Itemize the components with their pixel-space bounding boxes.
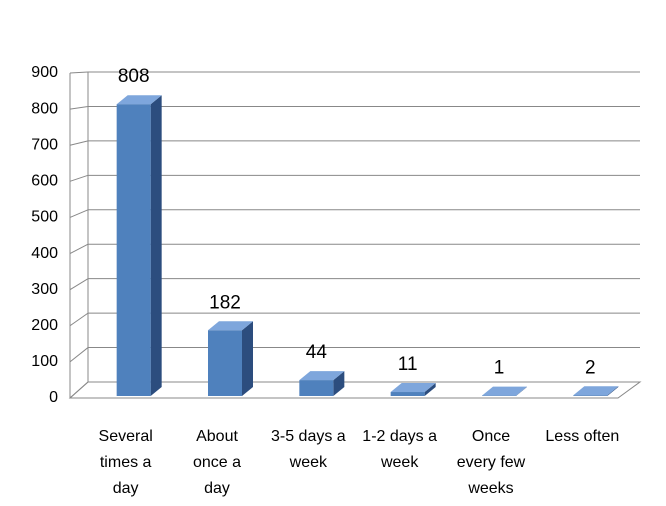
bar	[573, 395, 608, 396]
bar	[299, 380, 334, 396]
bar-top	[208, 321, 253, 331]
bar-side	[333, 371, 345, 396]
y-tick-label: 100	[31, 353, 58, 370]
y-tick-label: 400	[31, 245, 58, 262]
y-tick-label: 700	[31, 136, 58, 153]
y-tick-label: 800	[31, 100, 58, 117]
bar	[390, 392, 425, 396]
grid-line-side	[69, 243, 89, 254]
grid-line-side	[69, 381, 89, 399]
value-label: 44	[306, 342, 328, 363]
x-tick-label: 1-2 days a week	[362, 428, 438, 471]
bar	[116, 104, 151, 396]
y-tick-label: 0	[49, 389, 58, 406]
x-tick-label: About once a day	[192, 428, 242, 497]
grid-line-side	[69, 174, 89, 182]
grid-line-side	[69, 312, 89, 327]
y-tick-label: 500	[31, 209, 58, 226]
bar-side	[242, 321, 253, 396]
value-label: 808	[118, 66, 150, 87]
grid-line-side	[69, 140, 89, 146]
x-tick-label: Less often	[545, 428, 620, 445]
grid-line-side	[69, 105, 89, 110]
bar-side	[150, 95, 162, 396]
grid-line-side	[69, 347, 89, 363]
y-tick-label: 300	[31, 281, 58, 298]
bar-side	[424, 383, 436, 396]
y-tick-label: 200	[31, 317, 58, 334]
grid-line-side	[69, 71, 89, 74]
bar-side	[516, 386, 527, 396]
x-tick-label: Once every few weeks	[456, 428, 526, 497]
bar	[208, 330, 242, 396]
x-tick-label: Several times a day	[98, 428, 153, 497]
y-tick-label: 600	[31, 173, 58, 190]
value-label: 182	[209, 292, 241, 313]
bar-top	[116, 95, 162, 105]
bar-top	[482, 386, 527, 396]
grid-line-side	[69, 278, 89, 291]
grid-line-side	[69, 209, 89, 218]
y-tick-label: 900	[31, 64, 58, 81]
bar-side	[607, 386, 619, 396]
value-label: 2	[585, 357, 596, 378]
value-label: 11	[398, 354, 418, 375]
bar-top	[573, 386, 619, 396]
value-label: 1	[494, 358, 505, 379]
bar-top	[299, 371, 345, 381]
x-tick-label: 3-5 days a week	[270, 428, 346, 471]
bar-top	[390, 383, 436, 393]
